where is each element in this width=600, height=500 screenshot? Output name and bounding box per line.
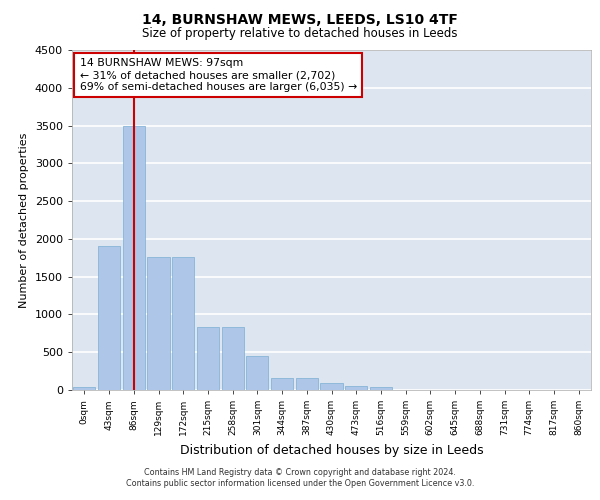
Y-axis label: Number of detached properties: Number of detached properties	[19, 132, 29, 308]
Bar	[246, 356, 268, 390]
Bar	[296, 378, 318, 390]
Bar	[345, 386, 367, 390]
Bar	[197, 326, 219, 390]
Bar	[98, 246, 120, 390]
Bar	[271, 378, 293, 390]
Bar	[73, 388, 95, 390]
Bar	[320, 383, 343, 390]
Text: Size of property relative to detached houses in Leeds: Size of property relative to detached ho…	[142, 28, 458, 40]
Bar	[122, 126, 145, 390]
Text: Contains HM Land Registry data © Crown copyright and database right 2024.
Contai: Contains HM Land Registry data © Crown c…	[126, 468, 474, 487]
Text: 14, BURNSHAW MEWS, LEEDS, LS10 4TF: 14, BURNSHAW MEWS, LEEDS, LS10 4TF	[142, 12, 458, 26]
Bar	[148, 257, 170, 390]
X-axis label: Distribution of detached houses by size in Leeds: Distribution of detached houses by size …	[179, 444, 484, 456]
Bar	[221, 326, 244, 390]
Bar	[172, 257, 194, 390]
Text: 14 BURNSHAW MEWS: 97sqm
← 31% of detached houses are smaller (2,702)
69% of semi: 14 BURNSHAW MEWS: 97sqm ← 31% of detache…	[80, 58, 357, 92]
Bar	[370, 388, 392, 390]
